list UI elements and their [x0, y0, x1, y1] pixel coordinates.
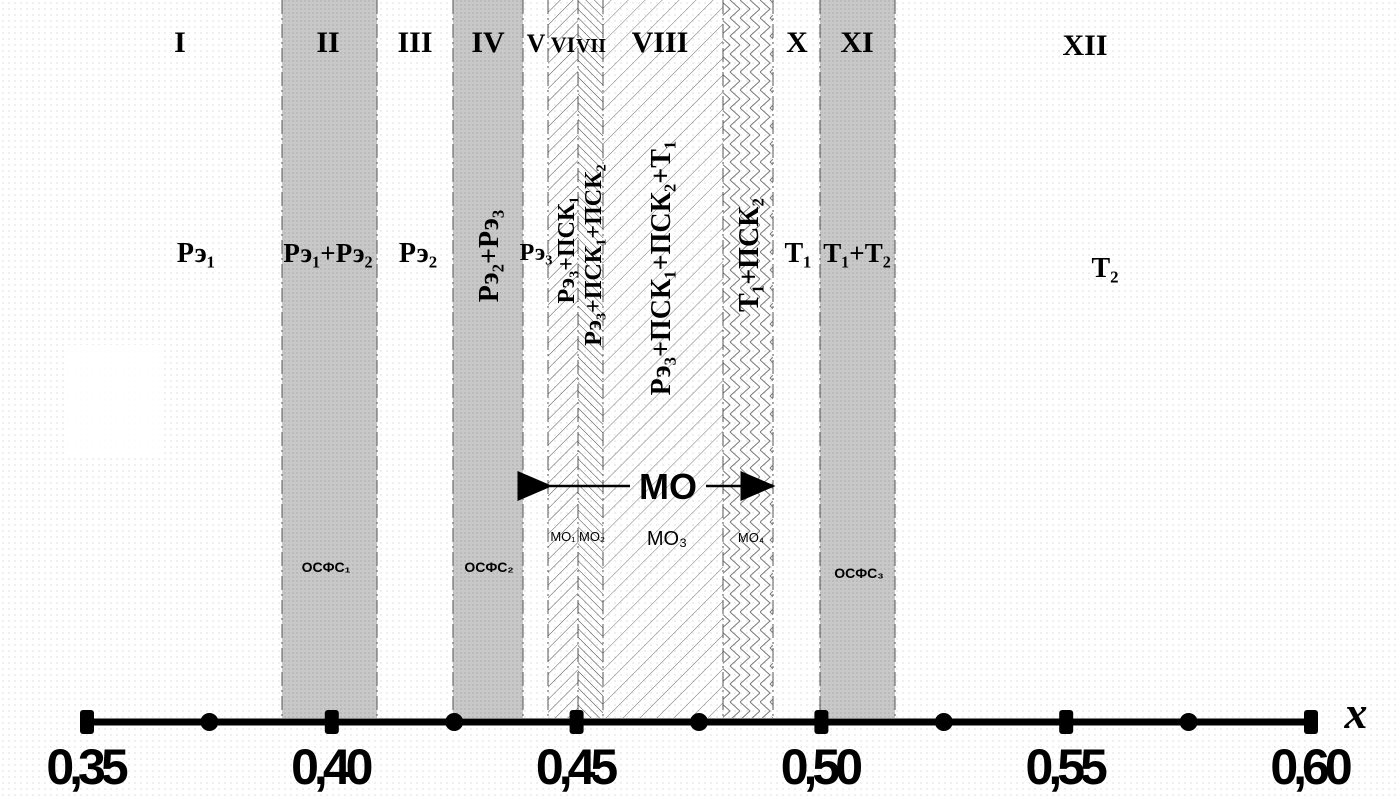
phase-label-III: Рэ₂	[399, 238, 437, 269]
axis-marks: 0,35 0,40 0,45 0,50 0,55 0,60	[46, 710, 1356, 795]
phase-label-IX: Т₁+ПСК₂	[734, 198, 765, 312]
phase-labels-vertical: Рэ₂+Рэ₃ Рэ₃+ПСК₁ Рэ₃+ПСК₁+ПСК₂ Рэ₃+ПСК₁+…	[474, 141, 765, 396]
axis-variable-label: x	[1344, 687, 1368, 738]
axis-major-tick	[814, 710, 829, 734]
axis-minor-tick	[200, 713, 219, 731]
axis-minor-tick	[690, 713, 708, 731]
axis-tick-label: 0,35	[46, 739, 128, 795]
band-XI	[820, 0, 895, 718]
axis-minor-tick	[1179, 713, 1198, 731]
axis-major-tick	[1059, 710, 1074, 734]
phase-label-XII: Т₂	[1091, 253, 1118, 284]
axis-tick-label: 0,45	[536, 739, 618, 795]
zone-label-IX: МО₄	[738, 530, 764, 545]
phase-label-VIII: Рэ₃+ПСК₁+ПСК₂+Т₁	[646, 141, 677, 396]
zone-label-II: ОСФС₁	[302, 559, 351, 575]
axis-tick-label: 0,50	[781, 739, 862, 795]
roman-I: I	[174, 26, 186, 59]
roman-III: III	[397, 26, 432, 59]
x-axis: 0,35 0,40 0,45 0,50 0,55 0,60 x	[46, 687, 1367, 795]
roman-VII: VII	[576, 35, 606, 57]
band-IV	[453, 0, 523, 718]
band-VI	[548, 0, 578, 718]
phase-label-VII: Рэ₃+ПСК₁+ПСК₂	[581, 164, 607, 345]
zone-label-IV: ОСФС₂	[464, 559, 513, 575]
mo-range: МО	[517, 466, 776, 507]
zone-label-VII: МО₂	[579, 529, 605, 544]
phase-label-X: Т₁	[784, 238, 811, 269]
roman-VIII: VIII	[632, 26, 689, 59]
roman-VI: VI	[551, 32, 575, 57]
phase-label-II: Рэ₁+Рэ₂	[283, 238, 372, 268]
axis-tick-label: 0,60	[1270, 739, 1351, 795]
mo-label: МО	[639, 466, 697, 507]
axis-major-tick	[80, 710, 94, 734]
phase-label-IV: Рэ₂+Рэ₃	[474, 210, 505, 303]
phase-label-XI: Т₁+Т₂	[823, 238, 891, 268]
left-white-patch	[64, 345, 160, 455]
band-II	[282, 0, 377, 718]
phase-label-VI: Рэ₃+ПСК₁	[554, 196, 580, 303]
phase-labels: Рэ₁ Рэ₁+Рэ₂ Рэ₂ Рэ₃ Т₁ Т₁+Т₂ Т₂	[177, 238, 1119, 284]
axis-major-tick	[324, 710, 339, 734]
axis-minor-tick	[934, 713, 953, 731]
phase-label-I: Рэ₁	[177, 238, 215, 269]
band-VII	[578, 0, 603, 718]
axis-major-tick	[1304, 710, 1318, 734]
roman-II: II	[316, 26, 339, 59]
band-VIII	[603, 0, 723, 718]
region-numerals: I II III IV V VI VII VIII IX X XI XII	[174, 26, 1107, 62]
roman-V: V	[527, 29, 546, 58]
zone-labels: ОСФС₁ ОСФС₂ МО₁ МО₂ МО₃ МО₄ ОСФС₃	[302, 528, 884, 581]
roman-XII: XII	[1062, 29, 1107, 62]
zone-label-VIII: МО₃	[647, 528, 687, 550]
roman-XI: XI	[840, 26, 873, 59]
axis-tick-label: 0,55	[1026, 739, 1108, 795]
phase-label-V: Рэ₃	[520, 240, 553, 266]
zone-label-XI: ОСФС₃	[834, 565, 884, 581]
band-IX	[723, 0, 773, 718]
axis-minor-tick	[445, 713, 464, 731]
axis-major-tick	[569, 710, 584, 734]
zone-label-VI: МО₁	[550, 529, 576, 544]
roman-IV: IV	[471, 26, 505, 59]
axis-tick-label: 0,40	[291, 739, 372, 795]
roman-X: X	[786, 26, 808, 59]
